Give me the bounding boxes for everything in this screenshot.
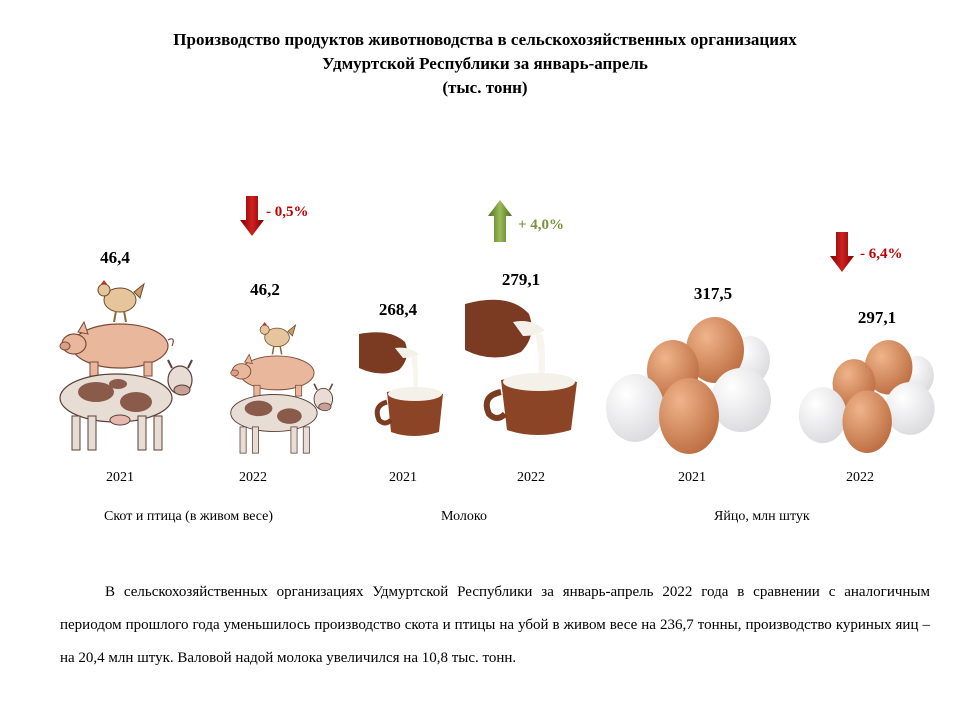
value-livestock-2022: 46,2 [250,280,280,299]
group-label-eggs: Яйцо, млн штук [714,509,810,524]
chart-title-line2: Удмуртской Республики за январь-апрель [322,54,648,73]
milk-jug-icon [465,299,577,435]
egg-icon [606,317,771,454]
pig-icon [230,353,315,397]
cow-icon [230,383,334,454]
year-livestock-2022: 2022 [239,470,267,485]
year-milk-2022: 2022 [517,470,545,485]
livestock-2022-picture [230,322,334,454]
value-livestock-2021: 46,4 [100,248,130,267]
group-label-milk: Молоко [441,509,487,524]
value-eggs-2022: 297,1 [857,308,897,327]
chicken-icon [97,280,145,323]
chart-title-line3: (тыс. тонн) [442,78,528,97]
milk-jug-icon [359,332,443,436]
group-label-livestock: Скот и птица (в живом весе) [104,509,274,524]
egg-icon [798,340,935,453]
eggs-2021-picture [606,317,771,454]
milk-2021-picture [359,332,443,436]
livestock-2021-picture [59,280,193,451]
summary-paragraph: В сельскохозяйственных организациях Удму… [60,584,930,666]
pig-icon [59,320,174,377]
chart-title-line1: Производство продуктов животноводства в … [173,30,797,49]
year-eggs-2022: 2022 [846,470,874,485]
value-milk-2021: 268,4 [378,300,418,319]
value-eggs-2021: 317,5 [693,284,733,303]
chart-title: Производство продуктов животноводства в … [40,28,930,100]
arrow-down-icon [240,196,264,236]
value-milk-2022: 279,1 [501,270,541,289]
change-livestock: - 0,5% [266,204,309,220]
year-eggs-2021: 2021 [678,470,706,485]
cow-icon [59,359,193,451]
year-milk-2021: 2021 [389,470,417,485]
change-milk: + 4,0% [518,217,565,233]
eggs-2022-picture [798,340,935,453]
arrow-down-icon [830,232,854,272]
milk-2022-picture [465,299,577,435]
change-eggs: - 6,4% [860,246,903,262]
arrow-up-icon [488,200,512,242]
chicken-icon [259,322,297,355]
year-livestock-2021: 2021 [106,470,134,485]
